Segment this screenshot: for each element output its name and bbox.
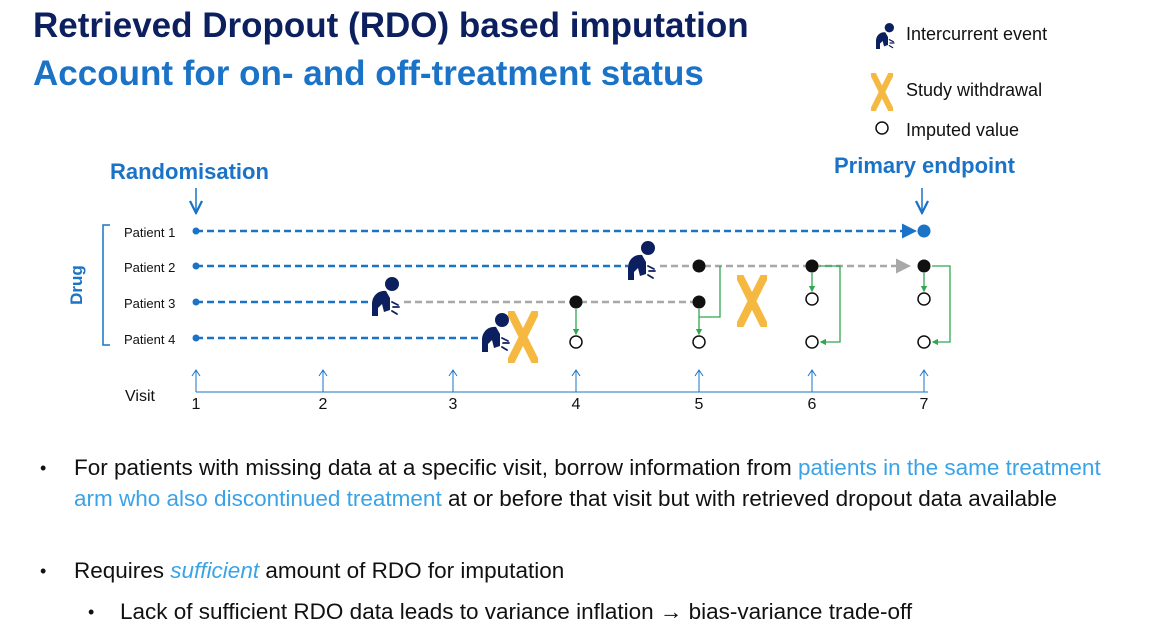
visit-tick-label-7: 7 <box>920 396 929 413</box>
patient-4-withdrawal-icon <box>511 313 535 361</box>
legend-intercurrent-icon <box>875 22 895 50</box>
visit-tick-label-1: 1 <box>192 396 201 413</box>
visit-tick-5 <box>694 369 704 392</box>
patient-2-intercurrent-icon <box>627 240 656 281</box>
visit-tick-7 <box>919 369 929 392</box>
patient-4-visit-4-imputed <box>569 335 583 349</box>
patient-3-visit-6-imputed <box>805 292 819 306</box>
patient-2-start-dot <box>192 262 200 270</box>
patient-3-start-dot <box>192 298 200 306</box>
patient-2-visit-6-dot <box>805 259 819 273</box>
visit-tick-6 <box>807 369 817 392</box>
legend-imputed-label: Imputed value <box>906 120 1020 140</box>
patient-2-visit-7-dot <box>917 259 931 273</box>
legend-intercurrent-label: Intercurrent event <box>906 24 1048 44</box>
visit-tick-2 <box>318 369 328 392</box>
legend-withdrawal-label: Study withdrawal <box>906 80 1043 100</box>
visit-tick-label-6: 6 <box>808 396 817 413</box>
visit-tick-1 <box>191 369 201 392</box>
group-bracket <box>102 224 110 346</box>
patient-4-visit-7-imputed <box>917 335 931 349</box>
borrow-arrow-v6-p4 <box>819 265 841 346</box>
patient-4-intercurrent-icon <box>481 312 510 353</box>
legend-withdrawal-icon <box>873 74 891 109</box>
patient-3-visit-5-dot <box>692 295 706 309</box>
patient-label-1: Patient 1 <box>124 225 175 240</box>
randomisation-label: Randomisation <box>110 159 269 184</box>
patient-2-visit-5-dot <box>692 259 706 273</box>
patient-4-start-dot <box>192 334 200 342</box>
visit-axis-label: Visit <box>125 388 155 405</box>
slide-subtitle: Account for on- and off-treatment status <box>33 54 704 93</box>
visit-tick-label-2: 2 <box>319 396 328 413</box>
borrow-bracket-v5 <box>699 266 721 318</box>
borrow-arrow-v7-p4 <box>931 265 951 346</box>
visit-tick-label-5: 5 <box>695 396 704 413</box>
visit-tick-label-4: 4 <box>572 396 581 413</box>
patient-4-visit-6-imputed <box>805 335 819 349</box>
patient-label-4: Patient 4 <box>124 332 175 347</box>
patient-4-visit-5-imputed <box>692 335 706 349</box>
patient-1-endpoint-dot <box>917 224 931 238</box>
patient-label-2: Patient 2 <box>124 260 175 275</box>
patient-3-withdrawal-icon <box>740 277 764 325</box>
patient-3-visit-4-dot <box>569 295 583 309</box>
group-label: Drug <box>67 265 86 305</box>
patient-label-3: Patient 3 <box>124 296 175 311</box>
slide-title: Retrieved Dropout (RDO) based imputation <box>33 6 749 45</box>
visit-tick-4 <box>571 369 581 392</box>
visit-tick-3 <box>448 369 458 392</box>
patient-1-start-dot <box>192 227 200 235</box>
visit-tick-label-3: 3 <box>449 396 458 413</box>
patient-3-intercurrent-icon <box>371 276 400 317</box>
primary-endpoint-label: Primary endpoint <box>834 153 1015 178</box>
legend-imputed-icon <box>875 121 889 135</box>
patient-3-visit-7-imputed <box>917 292 931 306</box>
